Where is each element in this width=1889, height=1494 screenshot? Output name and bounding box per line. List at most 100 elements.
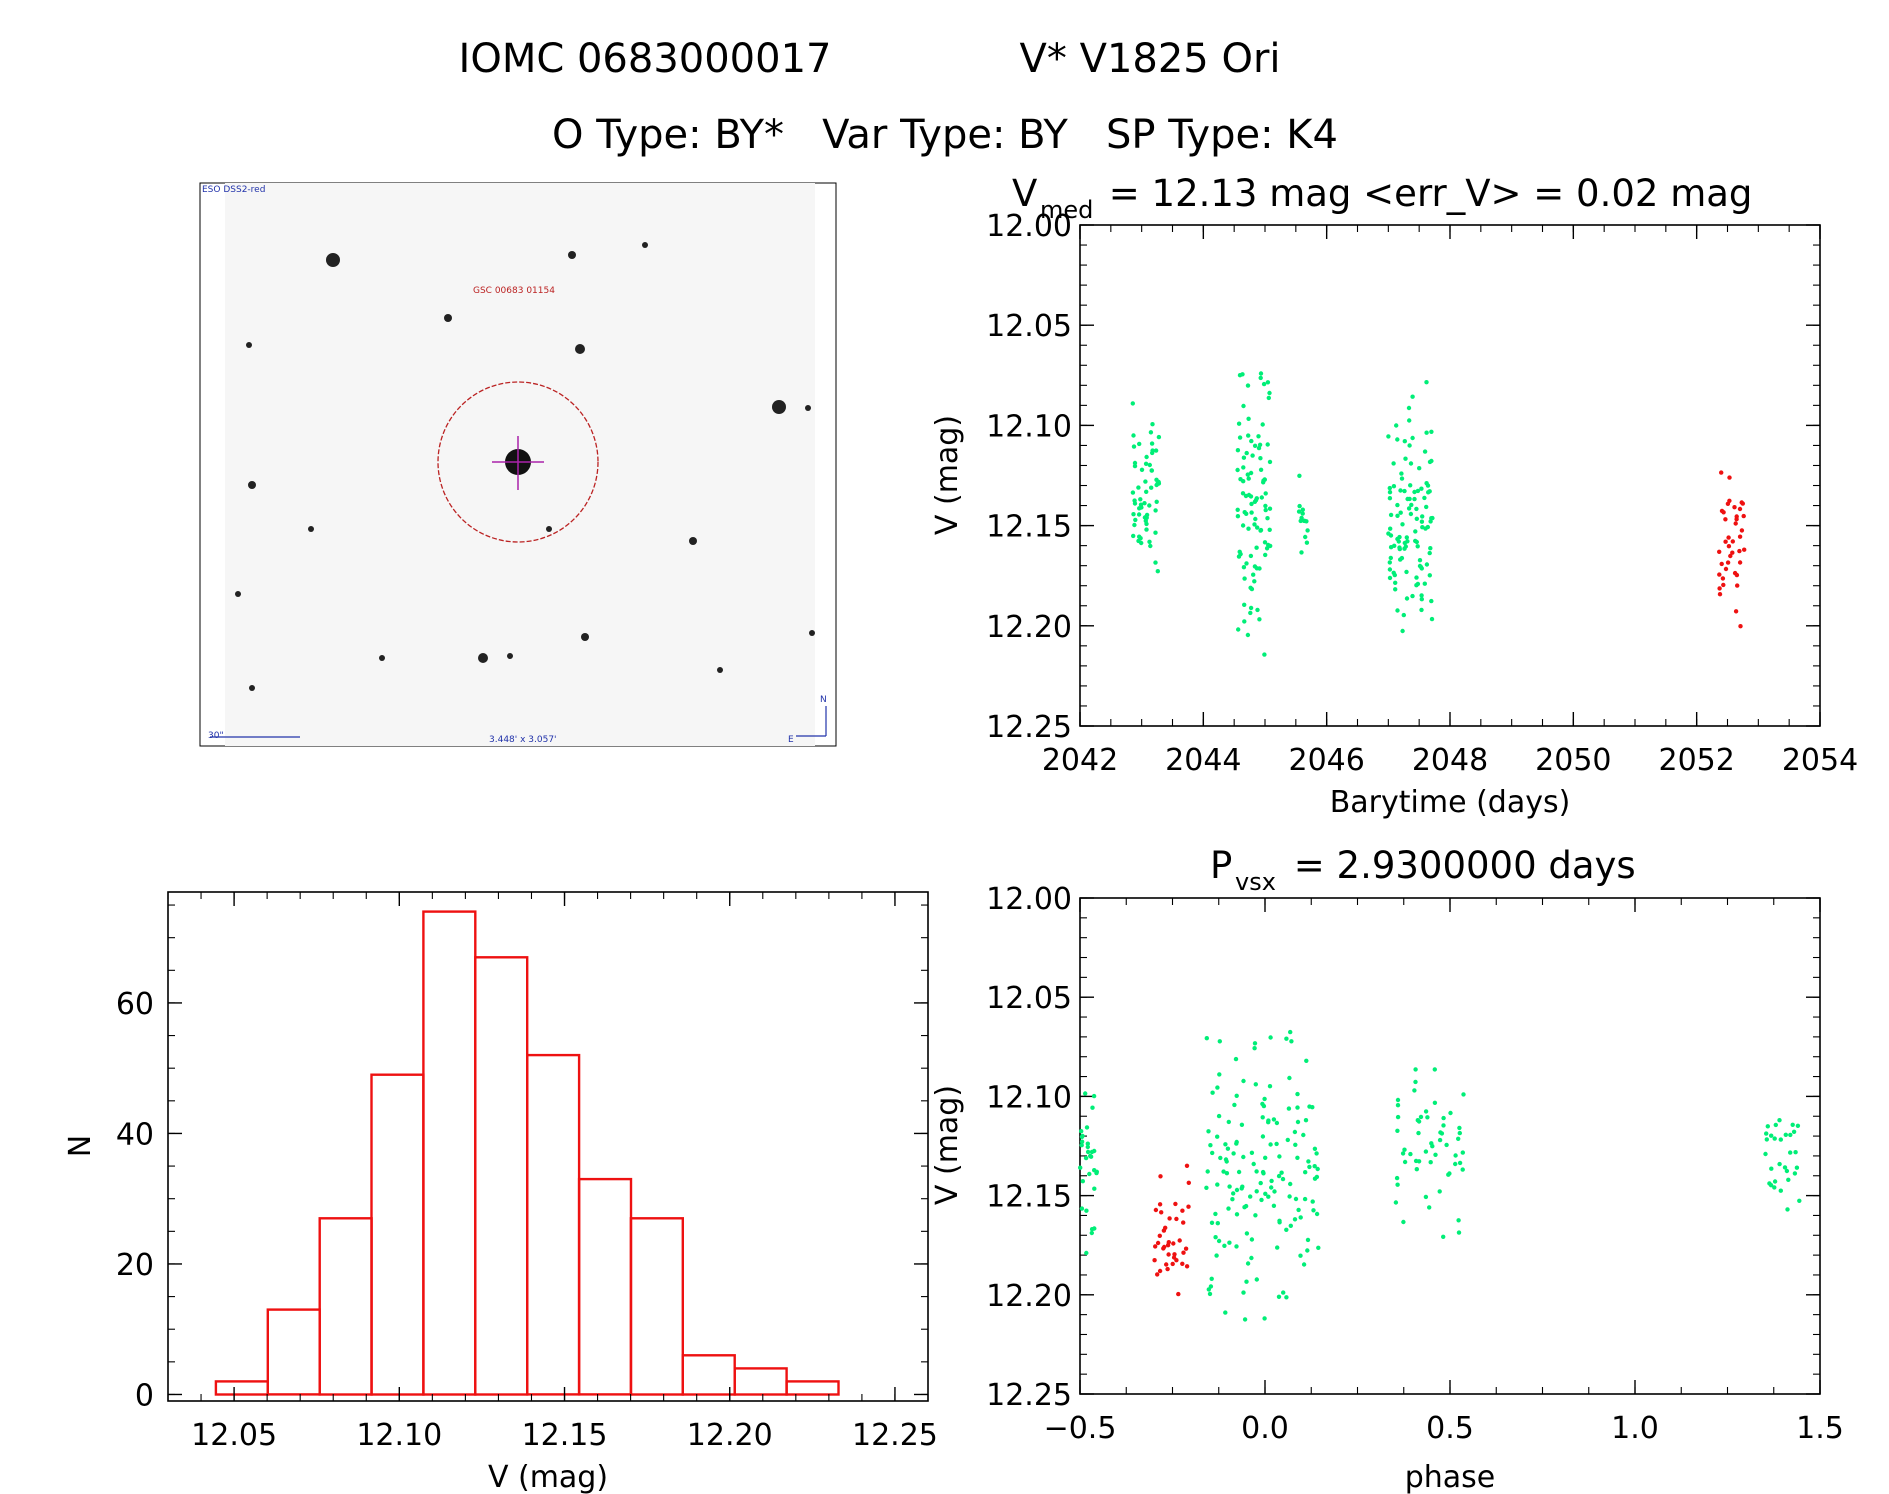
data-point-green [1788,1132,1793,1138]
data-point-green [1251,1161,1256,1167]
data-point-green [1314,1174,1320,1180]
data-point-green [1241,1290,1246,1295]
data-point-green [1295,1105,1300,1110]
data-point-green [1277,1154,1282,1159]
data-point-green [1284,1227,1289,1233]
data-point-green [1241,565,1247,570]
data-point-green [1210,1090,1215,1095]
data-point-green [1241,403,1246,409]
data-point-green [1267,1084,1273,1089]
lightcurve-axes-frame [1079,224,1821,727]
data-point-green [1401,1219,1406,1225]
data-point-green [1249,1150,1255,1156]
data-point-green [1777,1118,1782,1123]
data-point-green [1403,456,1408,461]
data-point-green [1267,459,1273,465]
data-point-green [1236,627,1241,632]
data-point-green [1089,1230,1095,1236]
data-point-green [1300,507,1306,512]
histogram-bar [214,1380,269,1396]
data-point-green [1085,1149,1091,1155]
data-point-green [1262,1096,1267,1102]
data-point-green [1253,498,1259,503]
data-point-red [1164,1262,1169,1267]
data-point-green [1393,580,1398,585]
data-point-red [1186,1204,1191,1209]
data-point-red [1723,539,1728,544]
data-point-red [1155,1240,1161,1246]
x-tick-label: 12.05 [191,1418,277,1453]
y-tick-label: 12.05 [986,981,1072,1016]
y-tick-label: 12.00 [986,209,1072,244]
lightcurve-plot: V med = 12.13 mag <err_V> = 0.02 mag 204… [930,172,1858,820]
data-point-green [1397,546,1403,552]
data-point-green [1420,514,1425,519]
data-point-green [1092,1226,1097,1231]
data-point-red [1162,1244,1167,1250]
data-point-green [1262,477,1267,482]
data-point-green [1275,1245,1280,1250]
data-point-green [1416,1119,1422,1124]
data-point-green [1297,503,1302,509]
data-point-green [1413,529,1418,534]
data-point-green [1300,511,1305,516]
data-point-green [1265,380,1271,385]
data-point-green [1395,437,1400,442]
data-point-green [1432,1067,1438,1072]
data-point-green [1292,1129,1298,1135]
lightcurve-ticks: 2042 2044 2046 2048 2050 2052 2054 12.00 12.05 12… [986,209,1858,778]
data-point-red [1174,1216,1179,1222]
data-point-green [1237,435,1243,440]
data-point-red [1741,513,1746,519]
data-point-green [1302,1196,1308,1202]
data-point-red [1725,560,1731,565]
data-point-green [1248,610,1253,616]
data-point-green [1417,466,1422,471]
data-point-green [1233,1056,1239,1062]
data-point-green [1144,527,1149,532]
data-point-green [1242,619,1247,624]
x-tick-label: 12.15 [522,1418,608,1453]
data-point-green [1387,567,1393,572]
data-point-green [1409,502,1414,508]
data-point-green [1305,528,1310,533]
data-point-green [1261,381,1267,387]
data-point-green [1217,1039,1223,1044]
data-point-green [1240,523,1246,528]
data-point-green [1457,1130,1463,1136]
data-point-green [1204,1036,1210,1041]
data-point-green [1266,395,1272,401]
data-point-green [1209,1276,1214,1282]
data-point-green [1263,552,1268,558]
data-point-green [1312,1164,1317,1169]
data-point-green [1132,501,1138,506]
data-point-green [1287,1075,1292,1081]
data-point-green [1263,1155,1268,1161]
data-point-green [1205,1169,1210,1174]
data-point-green [1401,612,1407,618]
data-point-green [1765,1124,1771,1129]
data-point-green [1395,536,1400,542]
data-point-red [1157,1233,1163,1239]
data-point-green [1237,373,1243,378]
lightcurve-title-rest: = 12.13 mag <err_V> = 0.02 mag [1097,172,1752,215]
data-point-green [1388,512,1394,518]
data-point-green [1279,1170,1284,1175]
data-point-green [1271,1117,1277,1122]
data-point-red [1719,561,1724,567]
data-point-green [1413,1079,1418,1085]
data-point-green [1249,586,1255,592]
data-point-green [1414,1167,1420,1172]
data-point-green [1238,477,1243,482]
x-tick-label: 2046 [1288,743,1364,778]
data-point-green [1402,546,1407,551]
data-point-green [1130,401,1136,406]
data-point-red [1173,1201,1178,1207]
data-point-red [1180,1261,1185,1267]
data-point-red [1737,506,1743,512]
data-point-green [1224,1171,1230,1176]
data-point-green [1419,566,1425,571]
x-tick-label: −0.5 [1044,1411,1117,1446]
data-point-green [1258,467,1264,472]
data-point-green [1268,1142,1273,1147]
